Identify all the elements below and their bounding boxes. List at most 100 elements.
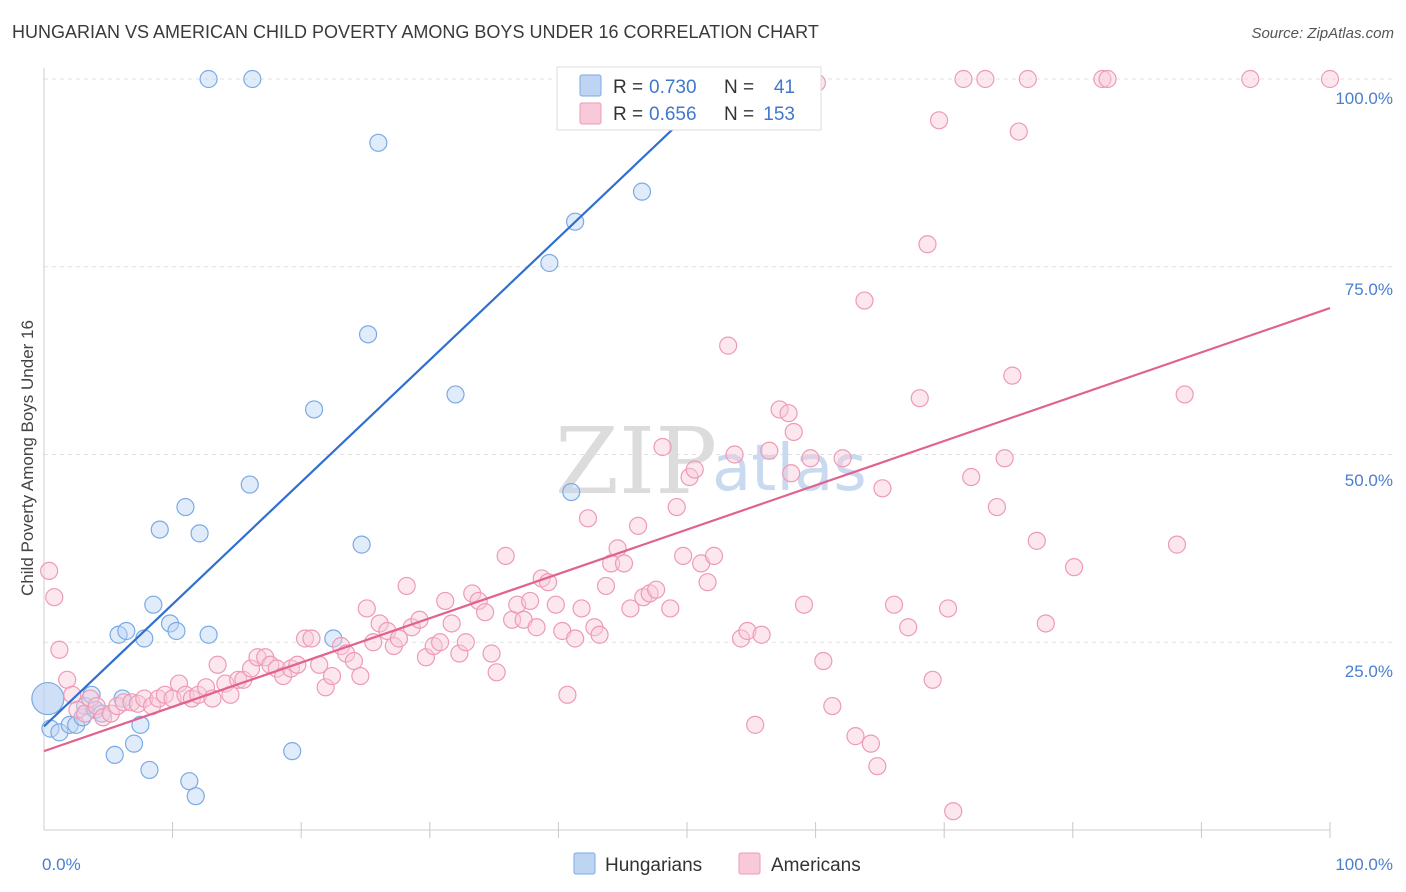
point-hungarians [144,595,163,614]
point-americans [590,625,609,644]
point-hungarians [176,497,195,517]
trend-line-americans [43,307,1331,753]
point-americans [1241,69,1260,89]
point-americans [698,573,717,592]
point-americans [1027,531,1046,550]
point-americans [621,599,640,618]
point-hungarians [150,520,169,539]
point-americans [58,670,77,689]
point-americans [782,464,801,483]
point-americans [719,336,738,355]
x-tick-label-100: 100.0% [1335,855,1393,874]
point-hungarians [369,133,388,152]
point-hungarians [31,681,65,716]
point-hungarians [446,385,465,404]
point-americans [918,235,937,254]
point-americans [1093,69,1112,89]
y-tick-label-75: 75.0% [1345,280,1393,299]
point-americans [430,633,450,652]
watermark-zip: ZIP [555,408,717,515]
point-hungarians [50,723,69,742]
point-americans [954,69,973,89]
legend-n-value-1: 41 [774,77,795,98]
point-americans [295,629,315,648]
point-americans [436,591,455,611]
point-americans [910,389,929,408]
point-americans [995,449,1014,468]
point-americans [752,625,771,644]
point-americans [1009,122,1028,141]
point-americans [855,291,874,310]
point-americans [746,715,765,734]
legend-n-value-2: 153 [763,104,795,125]
x-tick-marks [172,822,1331,838]
point-hungarians [540,253,559,273]
point-americans [899,618,918,637]
point-hungarians [199,625,218,644]
point-americans [572,599,591,618]
point-hungarians [105,745,124,765]
point-americans [370,614,389,633]
legend-n-label-1: N = [724,77,754,98]
point-americans [976,69,995,89]
legend-r-value-1: 0.730 [649,77,697,98]
point-americans [801,449,820,468]
point-americans [614,554,634,573]
chart-source: Source: ZipAtlas.com [1251,25,1394,42]
point-americans [731,629,751,648]
point-americans [344,651,364,671]
y-tick-label-100: 100.0% [1335,89,1393,108]
point-americans [846,727,865,746]
y-tick-label-50: 50.0% [1345,471,1393,490]
point-americans [667,497,686,517]
point-hungarians [283,742,302,761]
point-americans [833,449,852,468]
point-americans [938,599,958,618]
legend-n-label-2: N = [724,104,754,125]
point-americans [456,633,475,652]
point-americans [1098,69,1117,89]
point-americans [674,546,693,565]
point-hungarians [180,772,199,791]
point-americans [962,467,981,487]
point-americans [661,599,680,618]
point-hungarians [632,182,652,201]
point-americans [566,629,585,648]
point-americans [1018,69,1037,89]
point-americans [770,400,789,419]
point-americans [794,595,814,614]
point-americans [704,546,724,565]
point-americans [861,734,880,753]
x-tick-label-0: 0.0% [42,855,81,874]
point-americans [558,685,577,704]
point-americans [653,437,672,457]
point-americans [450,644,469,663]
point-hungarians [117,621,136,641]
point-hungarians [240,475,259,494]
point-hungarians [160,614,180,633]
point-americans [101,704,120,723]
point-hungarians [358,325,378,344]
point-americans [725,445,744,464]
point-americans [629,516,648,535]
point-americans [521,591,540,611]
point-americans [397,576,416,596]
point-hungarians [243,69,262,89]
point-hungarians [190,524,209,543]
chart-title: HUNGARIAN VS AMERICAN CHILD POVERTY AMON… [12,22,819,42]
point-americans [814,651,833,671]
series-legend: Hungarians Americans [573,852,861,876]
point-americans [475,603,495,622]
legend-r-value-2: 0.656 [649,104,697,125]
point-americans [81,689,100,708]
point-hungarians [124,734,144,753]
point-americans [351,666,370,686]
point-americans [114,693,133,712]
point-americans [40,561,59,581]
point-hungarians [131,715,150,734]
point-americans [302,629,321,648]
point-americans [357,599,376,618]
point-americans [578,509,598,528]
legend-swatch-americans [579,102,602,125]
